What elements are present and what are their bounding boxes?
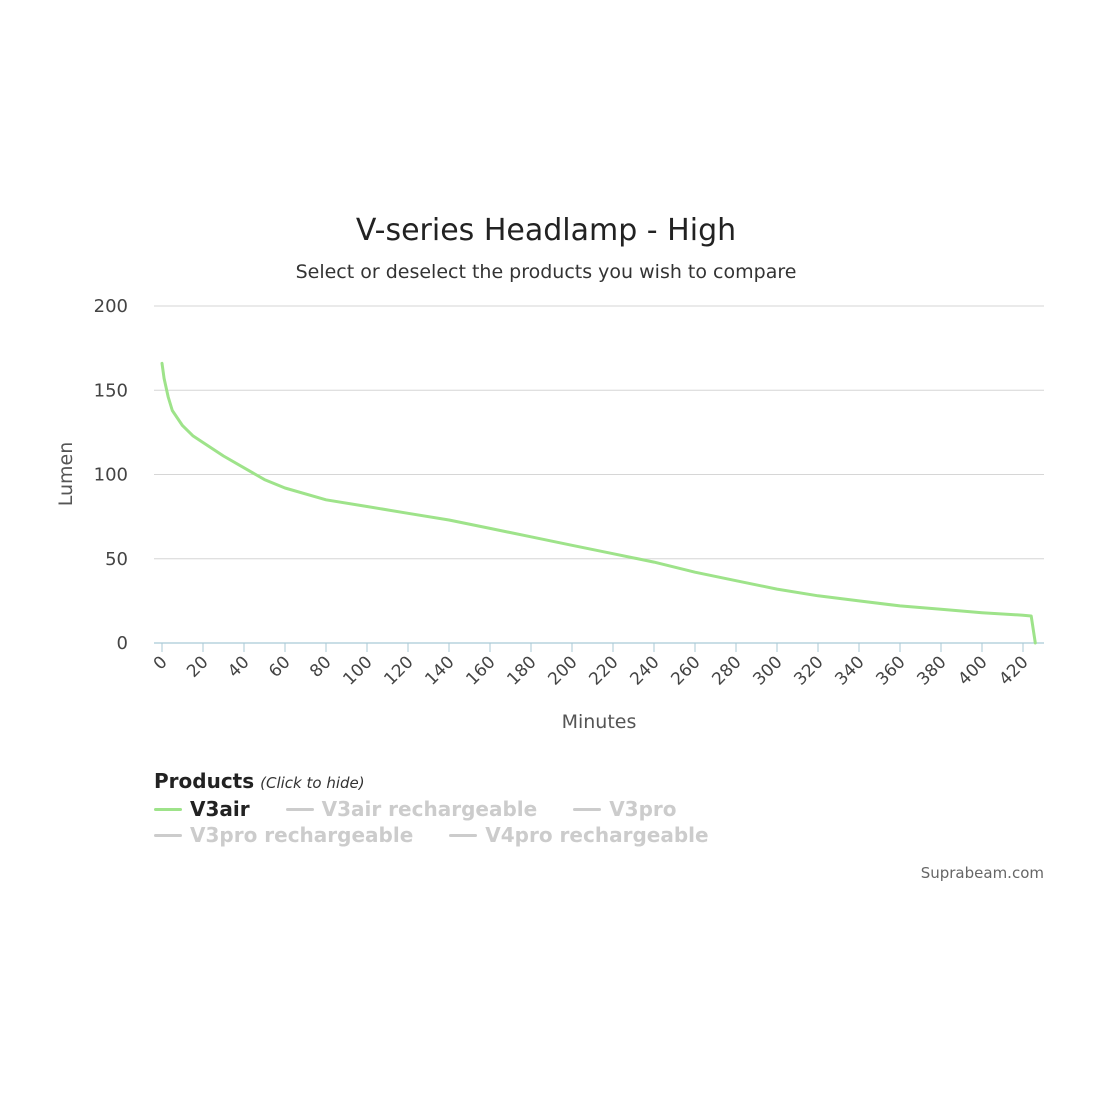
- legend-label: V3pro rechargeable: [190, 823, 414, 847]
- x-tick-label: 140: [421, 652, 458, 689]
- y-tick-label: 100: [94, 465, 128, 486]
- x-tick-label: 120: [380, 652, 417, 689]
- x-tick-label: 40: [224, 652, 253, 681]
- legend-item[interactable]: V3air rechargeable: [285, 796, 538, 822]
- x-tick-label: 100: [339, 652, 376, 689]
- x-tick-label: 280: [708, 652, 745, 689]
- x-tick-label: 260: [667, 652, 704, 689]
- x-tick-label: 80: [306, 652, 335, 681]
- legend-item[interactable]: V4pro rechargeable: [449, 822, 709, 848]
- x-tick-label: 200: [544, 652, 581, 689]
- y-axis-ticks: 0 50 100 150 200: [94, 296, 128, 654]
- legend-heading: Products (Click to hide): [154, 766, 1054, 796]
- chart-title: V-series Headlamp - High: [356, 213, 736, 248]
- x-tick-label: 60: [265, 652, 294, 681]
- legend-hint: (Click to hide): [260, 774, 365, 792]
- x-tick-label: 320: [790, 652, 827, 689]
- legend-label: V3air rechargeable: [321, 797, 538, 821]
- legend-title: Products: [154, 769, 255, 793]
- x-tick-label: 160: [462, 652, 499, 689]
- x-tick-label: 220: [585, 652, 622, 689]
- x-axis-ticks: 0 20 40 60 80 100 120 140 160 180 200 220 240 260 280 3…: [150, 643, 1033, 689]
- y-tick-label: 0: [117, 633, 128, 654]
- series-layer: [160, 361, 1037, 645]
- legend-swatch: [573, 807, 602, 811]
- legend: Products (Click to hide) V3air V3air recha…: [154, 766, 1054, 848]
- legend-label: V4pro rechargeable: [485, 823, 709, 847]
- x-tick-label: 420: [995, 652, 1032, 689]
- legend-swatch: [449, 833, 478, 837]
- legend-swatch: [154, 833, 182, 837]
- x-tick-label: 20: [183, 652, 212, 681]
- x-tick-label: 0: [150, 652, 172, 674]
- legend-label: V3pro: [609, 797, 677, 821]
- y-tick-label: 150: [94, 380, 128, 401]
- y-tick-label: 200: [94, 296, 128, 317]
- legend-swatch: [154, 807, 182, 811]
- y-axis-label: Lumen: [55, 442, 77, 507]
- x-tick-label: 300: [749, 652, 786, 689]
- x-tick-label: 240: [626, 652, 663, 689]
- x-tick-label: 380: [913, 652, 950, 689]
- x-axis-label: Minutes: [562, 711, 637, 733]
- x-tick-label: 180: [503, 652, 540, 689]
- legend-item[interactable]: V3pro: [573, 796, 677, 822]
- legend-item[interactable]: V3pro rechargeable: [154, 822, 413, 848]
- grid: [154, 305, 1044, 560]
- series-line: [160, 361, 1037, 645]
- x-tick-label: 400: [954, 652, 991, 689]
- legend-items: V3air V3air rechargeable V3pro V3pro rechar…: [154, 796, 984, 848]
- credit-link[interactable]: Suprabeam.com: [921, 864, 1044, 882]
- y-tick-label: 50: [105, 549, 128, 570]
- x-tick-label: 340: [831, 652, 868, 689]
- legend-item[interactable]: V3air: [154, 796, 250, 822]
- chart-subtitle: Select or deselect the products you wish…: [296, 261, 797, 283]
- legend-swatch: [285, 807, 314, 811]
- x-tick-label: 360: [872, 652, 909, 689]
- legend-label: V3air: [190, 797, 250, 821]
